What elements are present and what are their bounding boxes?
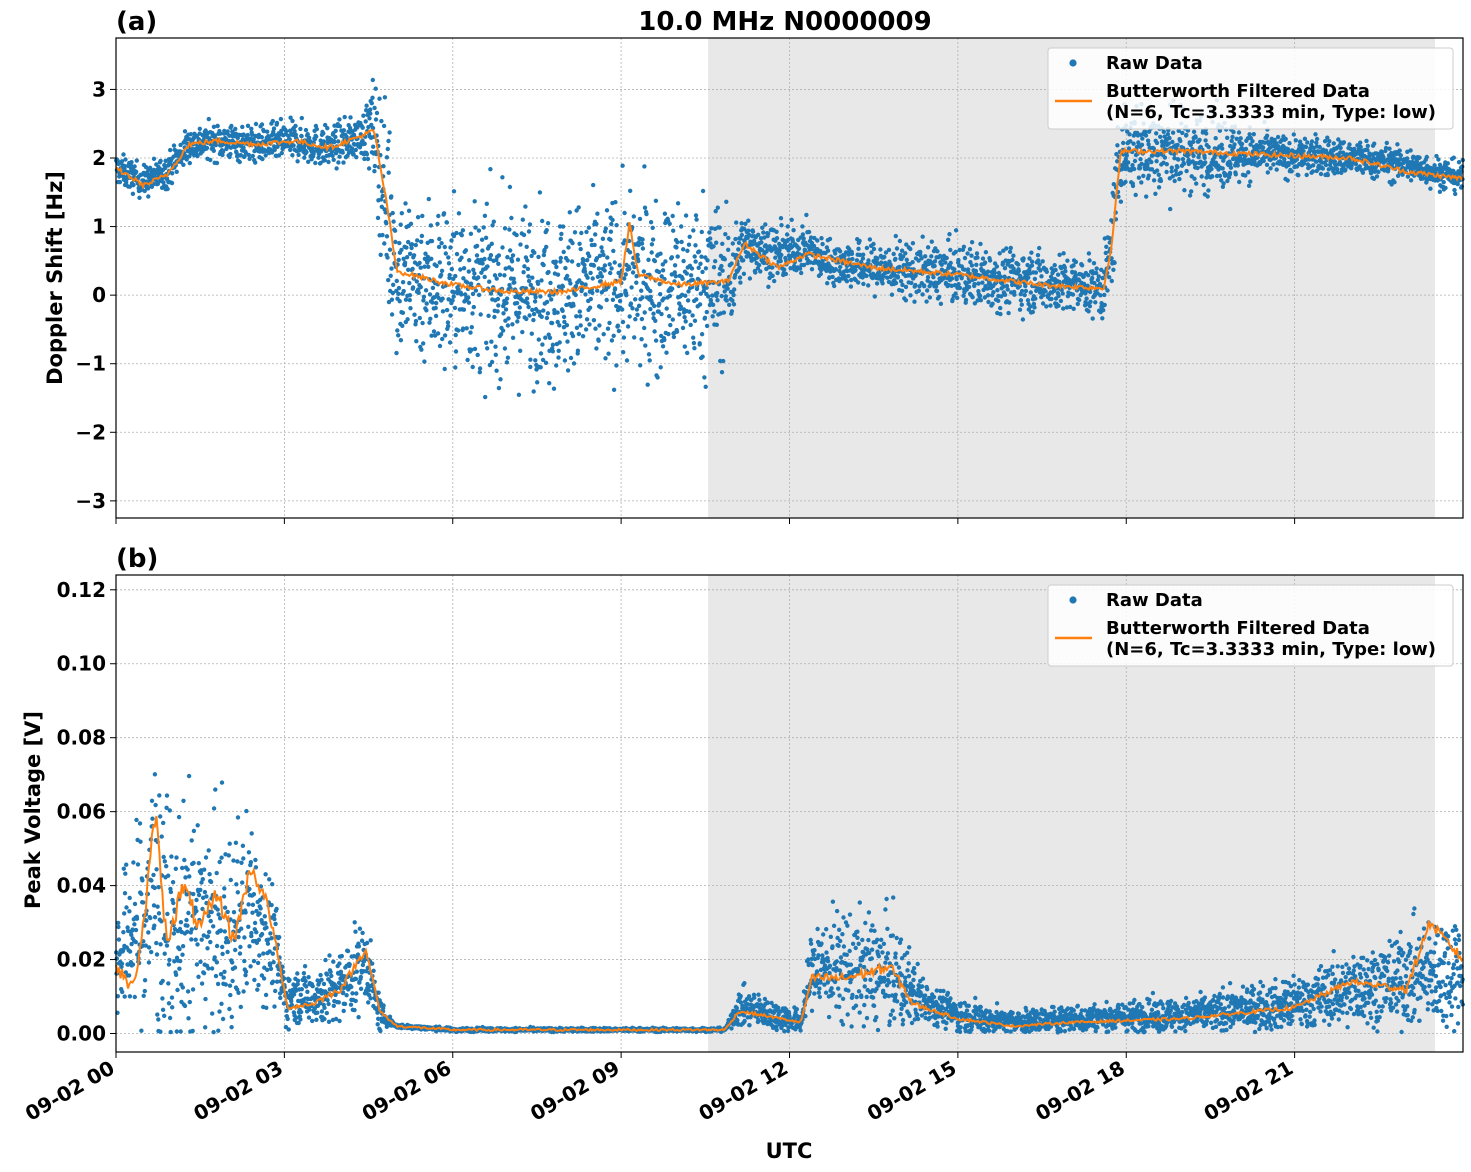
panel-a-legend: Raw Data Butterworth Filtered Data (N=6, … xyxy=(1047,47,1454,130)
legend-label-line: (N=6, Tc=3.3333 min, Type: low) xyxy=(1106,639,1436,660)
panel-a-y-axis-label: Doppler Shift [Hz] xyxy=(43,171,67,385)
panel-b-raw-data-points xyxy=(114,772,1465,1035)
y-tick-label: 0.02 xyxy=(57,948,106,972)
x-tick-label: 09-02 15 xyxy=(863,1056,961,1126)
panel-a-legend-box xyxy=(1047,47,1454,130)
y-tick-label: 1 xyxy=(92,215,106,239)
y-tick-label: 0.04 xyxy=(57,874,106,898)
panel-b-filtered-line xyxy=(115,815,1464,1033)
panel-b-label: (b) xyxy=(116,544,158,574)
y-tick-label: 0.00 xyxy=(57,1022,106,1046)
y-tick-label: 2 xyxy=(92,146,106,170)
x-tick-label: 09-02 06 xyxy=(358,1056,456,1126)
figure-title: 10.0 MHz N0000009 xyxy=(638,7,931,37)
y-tick-label: 0.10 xyxy=(57,652,106,676)
panel-a-legend-filtered-label: Butterworth Filtered Data (N=6, Tc=3.3333… xyxy=(1106,81,1436,123)
panel-a-y-ticks: 3 2 1 0 −1 −2 −3 xyxy=(75,77,116,513)
legend-label-line: Butterworth Filtered Data xyxy=(1106,618,1370,639)
legend-label-line: (N=6, Tc=3.3333 min, Type: low) xyxy=(1106,102,1436,123)
legend-label-line: Butterworth Filtered Data xyxy=(1106,81,1370,102)
panel-a-raw-data-points xyxy=(114,77,1465,400)
x-tick-label: 09-02 00 xyxy=(21,1056,119,1126)
panel-a-label: (a) xyxy=(116,7,157,37)
x-tick-label: 09-02 09 xyxy=(526,1056,624,1126)
y-tick-label: −1 xyxy=(75,352,106,376)
x-tick-label: 09-02 12 xyxy=(694,1056,792,1126)
y-tick-label: −3 xyxy=(75,489,106,513)
panel-b-x-ticks: 09-02 00 09-02 03 09-02 06 09-02 09 09-02 12… xyxy=(21,1052,1297,1126)
panel-b-legend-filtered-label: Butterworth Filtered Data (N=6, Tc=3.3333… xyxy=(1106,618,1436,660)
y-tick-label: 3 xyxy=(92,77,106,101)
panel-a-legend-raw-label: Raw Data xyxy=(1106,53,1203,74)
x-tick-label: 09-02 03 xyxy=(189,1056,287,1126)
panel-a-filtered-line xyxy=(115,129,1464,297)
panel-a-doppler-shift: (a) 3 2 1 0 −1 −2 −3 Doppler Shift [Hz] Raw Da… xyxy=(43,7,1465,524)
panel-b-y-axis-label: Peak Voltage [V] xyxy=(21,711,45,909)
y-tick-label: 0.06 xyxy=(57,800,106,824)
panel-b-legend: Raw Data Butterworth Filtered Data (N=6, … xyxy=(1047,584,1454,667)
panel-a-x-ticks xyxy=(115,518,1296,524)
raw-data-points xyxy=(114,77,1465,400)
y-tick-label: 0 xyxy=(92,283,106,307)
panel-b-y-ticks: 0.12 0.10 0.08 0.06 0.04 0.02 0.00 xyxy=(57,578,116,1046)
x-tick-label: 09-02 18 xyxy=(1031,1056,1129,1126)
y-tick-label: 0.08 xyxy=(57,726,106,750)
y-tick-label: −2 xyxy=(75,420,106,444)
panel-b-peak-voltage: (b) 0.12 0.10 0.08 0.06 0.04 0.02 0.00 09-02 0… xyxy=(21,544,1465,1126)
panel-b-legend-box xyxy=(1047,584,1454,667)
x-tick-label: 09-02 21 xyxy=(1200,1056,1298,1126)
panel-a-legend-raw-marker xyxy=(1069,59,1077,67)
x-axis-label: UTC xyxy=(766,1139,813,1163)
raw-data-points xyxy=(114,772,1465,1035)
panel-b-legend-raw-marker xyxy=(1069,596,1077,604)
panel-b-legend-raw-label: Raw Data xyxy=(1106,590,1203,611)
y-tick-label: 0.12 xyxy=(57,578,106,602)
